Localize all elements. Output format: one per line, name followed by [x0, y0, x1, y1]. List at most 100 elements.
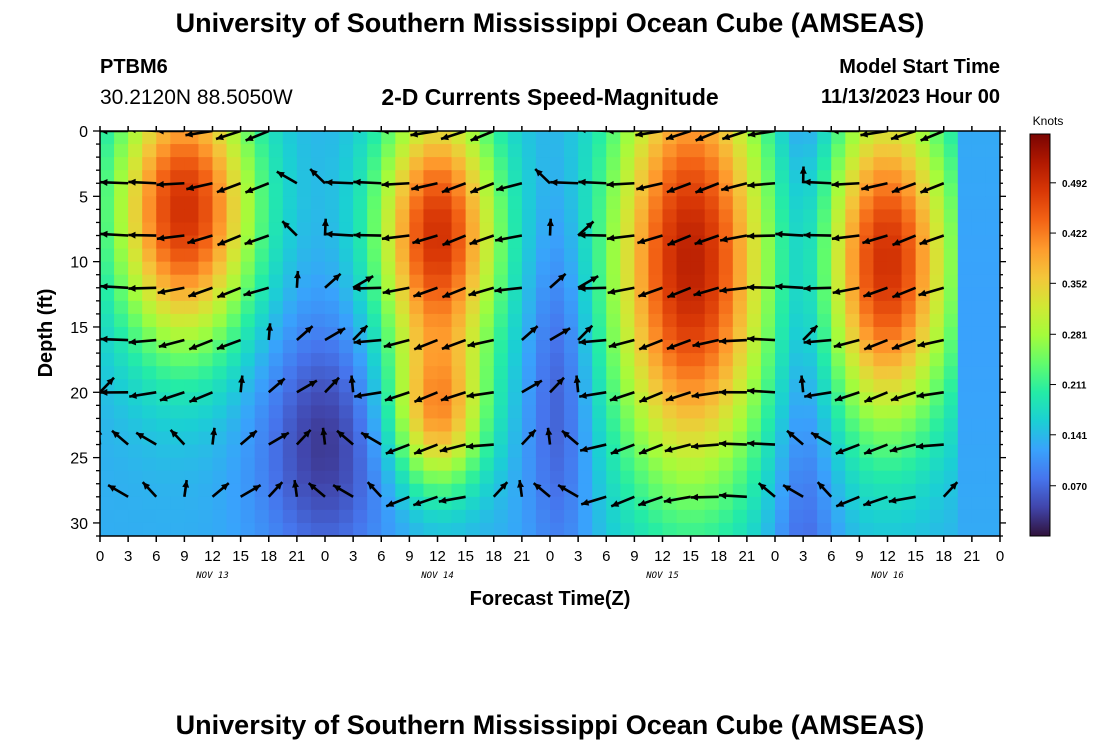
current-arrow [890, 391, 917, 402]
x-tick-label: 9 [630, 548, 638, 565]
heatmap-cell [339, 274, 354, 289]
heatmap-cell [367, 496, 382, 511]
heatmap-cell [353, 522, 368, 536]
current-arrow [336, 429, 354, 446]
heatmap-cell [353, 444, 368, 459]
heatmap-cell [310, 496, 326, 511]
current-arrow [692, 338, 720, 348]
heatmap-cell [732, 222, 748, 237]
heatmap-cell [704, 353, 720, 367]
heatmap-cell [803, 248, 818, 263]
heatmap-cell [156, 509, 171, 524]
heatmap-cell [339, 522, 354, 536]
heatmap-cell [985, 405, 1000, 420]
heatmap-cell [564, 496, 579, 511]
heatmap-cell [339, 196, 354, 210]
y-tick-label: 10 [70, 255, 88, 272]
current-arrow [833, 338, 860, 349]
heatmap-cell [606, 496, 621, 511]
heatmap-cell [971, 248, 987, 263]
heatmap-cell [578, 170, 593, 184]
heatmap-cell [971, 261, 987, 276]
heatmap-cell [915, 353, 931, 367]
heatmap-cell [493, 470, 509, 485]
current-arrow [690, 442, 719, 450]
heatmap-cell [648, 157, 664, 171]
heatmap-cell [114, 170, 129, 184]
heatmap-cell [507, 157, 523, 171]
heatmap-cell [240, 496, 256, 511]
heatmap-cell [479, 444, 495, 459]
heatmap-cell [662, 353, 678, 367]
heatmap-cell [451, 144, 467, 158]
heatmap-cell [296, 313, 312, 328]
heatmap-cell [817, 326, 832, 341]
heatmap-cell [114, 300, 129, 315]
heatmap-cell [859, 326, 875, 341]
heatmap-cell [142, 326, 157, 341]
current-arrow [100, 286, 101, 288]
current-arrow [891, 182, 917, 194]
heatmap-cell [831, 496, 846, 511]
heatmap-cell [789, 196, 804, 210]
heatmap-cell [142, 509, 157, 524]
heatmap-cell [760, 496, 776, 511]
current-arrow [239, 429, 258, 446]
heatmap-cell [845, 431, 860, 446]
heatmap-cell [746, 418, 762, 433]
heatmap-cell [353, 248, 368, 263]
heatmap-cell [732, 405, 748, 420]
heatmap-cell [353, 287, 368, 302]
heatmap-cell [437, 209, 453, 224]
heatmap-cell [451, 170, 467, 184]
current-arrow [381, 131, 410, 135]
heatmap-cell [114, 183, 129, 197]
current-arrow [664, 443, 691, 453]
heatmap-cell [367, 248, 382, 263]
heatmap-cell [507, 509, 523, 524]
heatmap-cell [156, 170, 171, 184]
heatmap-cell [128, 379, 143, 393]
current-arrow [557, 483, 579, 498]
heatmap-cell [493, 222, 509, 237]
current-arrow [188, 338, 213, 351]
heatmap-cell [521, 170, 537, 184]
heatmap-cell [535, 183, 551, 197]
heatmap-cell [817, 379, 832, 393]
heatmap-cell [296, 235, 312, 250]
heatmap-cell [156, 157, 171, 171]
heatmap-cell [493, 170, 509, 184]
heatmap-cell [142, 392, 157, 406]
heatmap-cell [395, 509, 410, 524]
current-arrow [690, 493, 719, 501]
heatmap-cell [690, 496, 706, 511]
heatmap-cell [718, 196, 734, 210]
current-arrow [135, 431, 157, 446]
heatmap-cell [521, 418, 537, 433]
heatmap-cell [648, 470, 664, 485]
heatmap-cell [859, 313, 875, 328]
heatmap-cell [240, 274, 256, 289]
heatmap-cell [690, 522, 706, 536]
heatmap-cell [746, 431, 762, 446]
heatmap-cell [128, 405, 143, 420]
heatmap-cell [901, 313, 917, 328]
heatmap-cell [493, 379, 509, 393]
heatmap-cell [170, 261, 185, 276]
heatmap-cell [142, 287, 157, 302]
heatmap-cell [648, 170, 664, 184]
heatmap-cell [395, 470, 410, 485]
heatmap-cell [718, 170, 734, 184]
current-arrow [831, 131, 860, 135]
heatmap-cell [831, 274, 846, 289]
heatmap-cell [254, 366, 270, 380]
current-arrow [573, 375, 581, 393]
heatmap-cell [690, 353, 706, 367]
heatmap-cell [310, 261, 326, 276]
heatmap-cell [831, 470, 846, 485]
current-arrow [862, 286, 888, 298]
heatmap-cell [128, 196, 143, 210]
heatmap-cell [957, 431, 973, 446]
heatmap-cell [156, 366, 171, 380]
heatmap-cell [648, 274, 664, 289]
